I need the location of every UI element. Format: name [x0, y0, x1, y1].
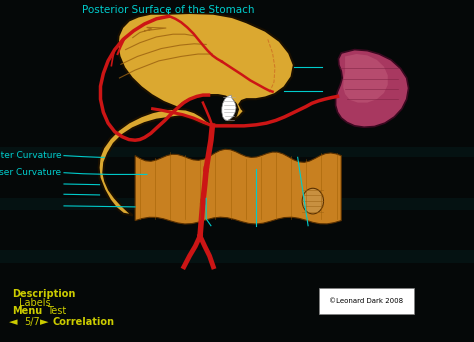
- Polygon shape: [135, 149, 341, 224]
- Text: Greater Curvature: Greater Curvature: [0, 151, 62, 160]
- Polygon shape: [99, 13, 294, 215]
- Text: Test: Test: [47, 306, 67, 316]
- Text: 5/7: 5/7: [24, 317, 39, 327]
- Text: Correlation: Correlation: [52, 317, 114, 327]
- Text: ©Leonard Dark 2008: ©Leonard Dark 2008: [329, 298, 403, 304]
- Bar: [0, 147, 474, 157]
- Ellipse shape: [302, 188, 323, 214]
- Text: Description: Description: [12, 289, 75, 299]
- Polygon shape: [336, 50, 409, 127]
- Text: ►: ►: [40, 317, 49, 327]
- Text: Lesser Curvature: Lesser Curvature: [0, 168, 62, 177]
- Text: Menu: Menu: [12, 306, 42, 316]
- Polygon shape: [222, 95, 236, 120]
- Text: ◄: ◄: [9, 317, 17, 327]
- Text: Posterior Surface of the Stomach: Posterior Surface of the Stomach: [82, 5, 255, 15]
- Polygon shape: [343, 54, 388, 103]
- Bar: [0, 198, 474, 210]
- Text: Labels: Labels: [19, 298, 51, 307]
- Bar: [0, 250, 474, 263]
